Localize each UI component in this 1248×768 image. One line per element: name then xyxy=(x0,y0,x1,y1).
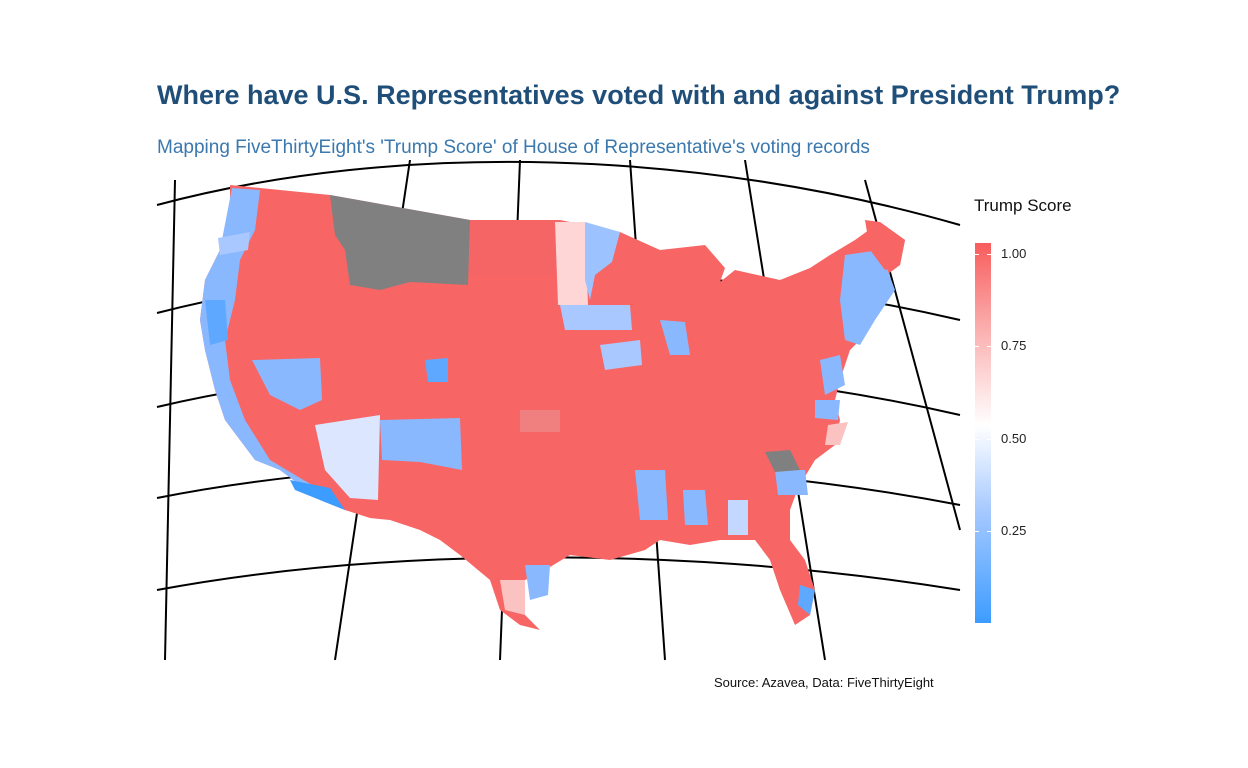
region-minn-light xyxy=(555,222,588,305)
page-subtitle: Mapping FiveThirtyEight's 'Trump Score' … xyxy=(157,137,870,158)
region-colorado xyxy=(425,358,448,382)
region-new-mexico xyxy=(380,418,462,470)
region-illinois xyxy=(600,340,642,370)
region-sc xyxy=(775,470,808,495)
legend-label: 0.50 xyxy=(1001,431,1027,446)
region-houston xyxy=(525,565,550,600)
region-northeast xyxy=(840,250,895,345)
region-seattle xyxy=(218,232,250,255)
region-alabama xyxy=(683,490,708,525)
legend-tick-left xyxy=(975,439,979,440)
region-arizona xyxy=(315,415,380,500)
region-socal xyxy=(290,480,345,510)
page-title: Where have U.S. Representatives voted wi… xyxy=(157,80,1121,110)
region-lower-miss xyxy=(635,470,668,520)
region-oregon-coast xyxy=(205,300,228,345)
region-chicago xyxy=(660,320,690,355)
us-map xyxy=(156,160,961,661)
legend-label: 1.00 xyxy=(1001,246,1027,261)
region-georgia xyxy=(728,500,748,535)
region-maine xyxy=(865,220,905,270)
legend-tick-left xyxy=(975,531,979,532)
legend-tick-left xyxy=(975,346,979,347)
legend-colorbar xyxy=(975,243,991,623)
region-pacific-coast xyxy=(200,188,345,510)
region-nevada xyxy=(252,358,322,410)
legend-tick-right xyxy=(987,439,991,440)
region-south-texas xyxy=(500,580,525,615)
region-montana xyxy=(330,195,470,290)
region-miami xyxy=(798,585,815,615)
region-nc-coast xyxy=(825,422,848,445)
legend-tick-right xyxy=(987,346,991,347)
legend-tick-right xyxy=(987,254,991,255)
source-caption: Source: Azavea, Data: FiveThirtyEight xyxy=(714,675,934,690)
legend-title: Trump Score xyxy=(974,196,1072,215)
region-nc-gray xyxy=(765,450,800,472)
legend-tick-right xyxy=(987,531,991,532)
region-va xyxy=(815,400,840,420)
region-minnesota xyxy=(585,222,620,300)
region-north-dakota xyxy=(470,220,560,275)
legend-label: 0.75 xyxy=(1001,338,1027,353)
legend-label: 0.25 xyxy=(1001,523,1027,538)
region-kansas xyxy=(520,410,560,432)
region-mid-atlantic xyxy=(820,355,845,395)
legend-tick-left xyxy=(975,254,979,255)
region-iowa xyxy=(560,305,632,330)
